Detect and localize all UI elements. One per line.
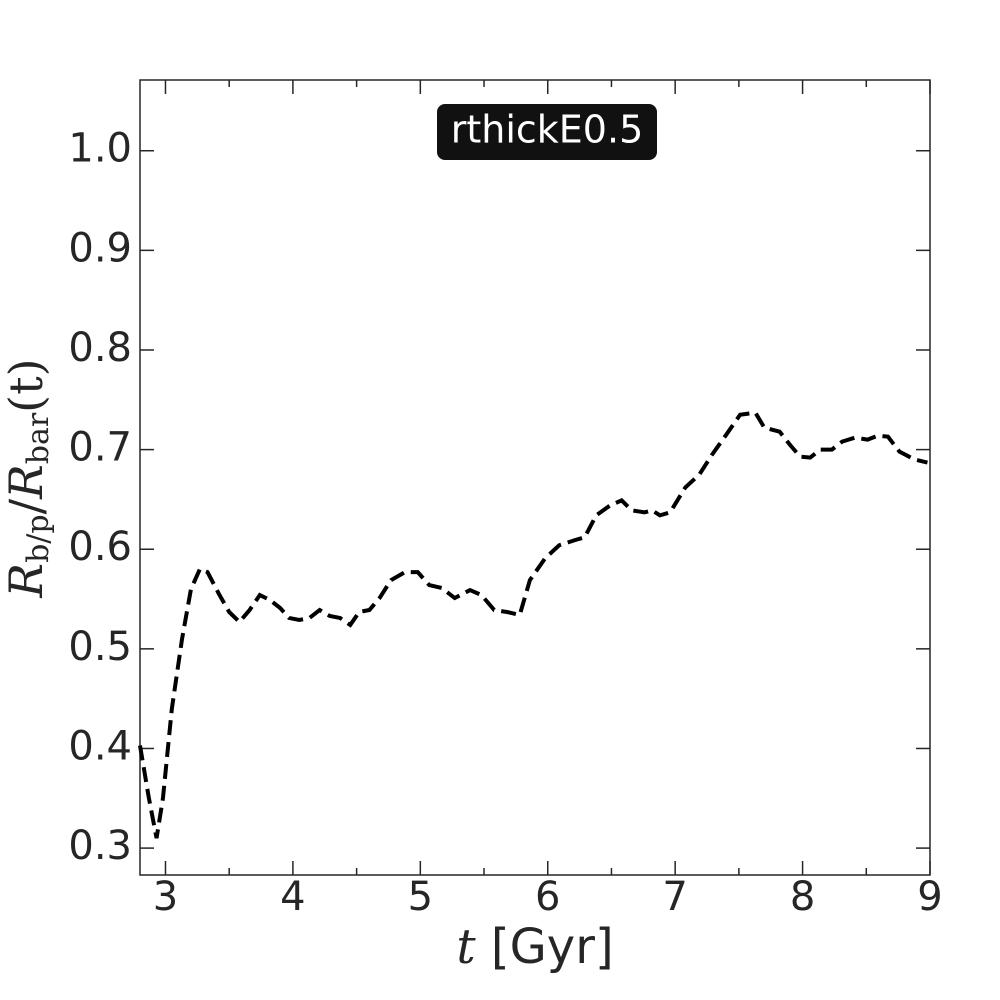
y-tick-label: 0.6 <box>68 524 132 570</box>
y-tick-label: 1.0 <box>68 126 132 172</box>
annotation-box <box>437 104 657 160</box>
y-tick-label: 0.9 <box>68 225 132 271</box>
y-label-part: R <box>0 563 53 599</box>
x-tick-label: 9 <box>917 874 942 920</box>
y-tick-label: 0.8 <box>68 325 132 371</box>
y-label-part: / <box>0 498 53 514</box>
y-label-part: R <box>0 464 53 500</box>
x-tick-label: 8 <box>790 874 815 920</box>
annotation: rthickE0.5 <box>451 108 644 152</box>
x-tick-label: 5 <box>408 874 433 920</box>
y-tick-label: 0.7 <box>68 425 132 471</box>
y-label-part: (t) <box>0 358 53 412</box>
x-tick-label: 7 <box>662 874 687 920</box>
x-axis-label-symbol: t <box>456 919 476 975</box>
y-label-sub: bar <box>21 412 56 464</box>
y-tick-label: 0.4 <box>68 723 132 769</box>
y-axis-label: Rb/p/Rbar(t) <box>0 358 56 598</box>
plot-frame <box>139 79 931 876</box>
x-tick-label: 4 <box>280 874 305 920</box>
data-line <box>138 410 928 839</box>
y-label-sub: b/p <box>21 514 56 563</box>
y-tick-label: 0.3 <box>68 823 132 869</box>
y-tick-label: 0.5 <box>68 624 132 670</box>
x-axis-label: t [Gyr] <box>456 919 613 976</box>
x-axis-label-unit: [Gyr] <box>476 919 614 975</box>
x-tick-label: 3 <box>153 874 178 920</box>
x-tick-label: 6 <box>535 874 560 920</box>
